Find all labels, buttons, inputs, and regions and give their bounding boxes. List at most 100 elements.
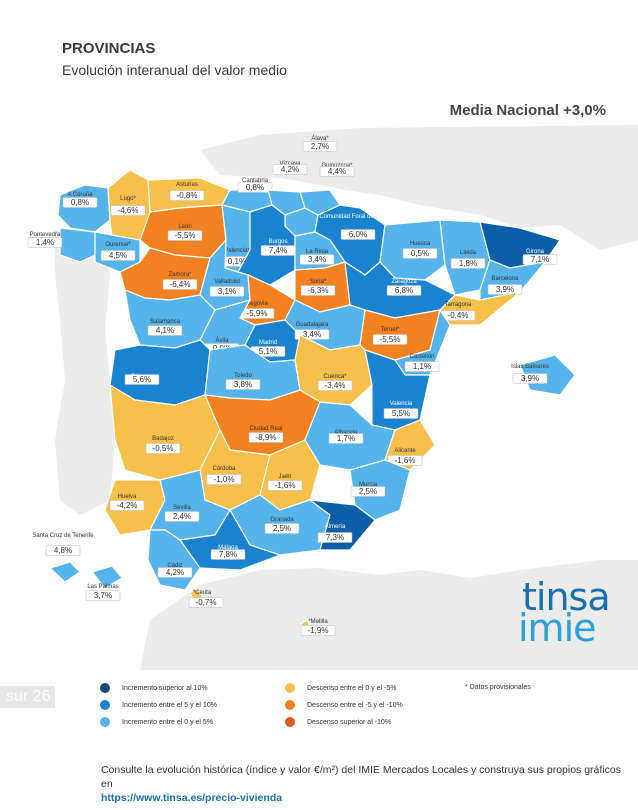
province-name-barcelona: Barcelona bbox=[491, 276, 519, 282]
province-value-box-cuenca bbox=[317, 380, 353, 391]
province-segovia: Segovia -5,9% bbox=[239, 274, 296, 326]
province-value-lleida: 1,8% bbox=[459, 259, 477, 268]
province-value-box-larioja bbox=[299, 254, 335, 265]
province-name-melilla: *Melilla bbox=[308, 619, 328, 625]
province-value-box-soria bbox=[300, 285, 336, 296]
province-value-box-acoruna bbox=[62, 197, 98, 208]
province-value-box-valencia bbox=[383, 408, 419, 419]
province-value-box-toledo bbox=[225, 379, 261, 390]
province-name-castellon: Castellón bbox=[409, 354, 434, 360]
province-shape-cuenca bbox=[294, 334, 373, 406]
province-value-soria: -6,3% bbox=[308, 286, 329, 295]
province-value-salamanca: 4,1% bbox=[156, 326, 174, 335]
province-name-huelva: Huelva bbox=[118, 494, 137, 500]
legend-swatch bbox=[100, 717, 110, 727]
legend-item-5: Descenso entre el -5 y el -10% bbox=[285, 700, 403, 710]
provisional-note: * Datos provisionales bbox=[465, 684, 531, 691]
province-name-guipuzcoa: Guipúzcoa* bbox=[321, 163, 353, 169]
province-value-box-pontevedra bbox=[27, 237, 63, 248]
province-name-murcia: Murcia bbox=[359, 482, 378, 488]
province-navarra: Comunidad Foral de Navarra 6,0% bbox=[314, 204, 397, 276]
province-value-sevilla: 2,4% bbox=[173, 512, 191, 521]
province-huelva: Huelva-4,2% bbox=[104, 479, 166, 536]
province-shape-tenerife bbox=[48, 561, 81, 583]
province-name-girona: Girona bbox=[526, 249, 545, 255]
background-land-africa bbox=[140, 560, 638, 670]
legend-item-3: Incremento entre el 0 y el 5% bbox=[100, 717, 213, 727]
province-value-box-cantabria bbox=[237, 182, 273, 193]
legend-item-2: Incremento entre el 5 y el 10% bbox=[100, 700, 217, 710]
province-value-burgos: 7,4% bbox=[269, 246, 287, 255]
province-name-baleares: Islas Baleares bbox=[511, 364, 549, 370]
legend-item-4: Descenso entre el 0 y el -5% bbox=[285, 683, 397, 693]
province-value-barcelona: 3,9% bbox=[496, 285, 514, 294]
footer-description: Consulte la evolución histórica (índice … bbox=[101, 764, 621, 790]
province-value-malaga: 7,8% bbox=[219, 550, 237, 559]
national-average: Media Nacional +3,0% bbox=[449, 102, 606, 119]
province-value-box-salamanca bbox=[147, 325, 183, 336]
legend-label: Descenso superior al -10% bbox=[307, 718, 392, 726]
province-shape-acoruna bbox=[57, 184, 111, 233]
province-name-cordoba: Córdoba bbox=[212, 466, 236, 472]
province-value-segovia: -5,9% bbox=[247, 309, 268, 318]
province-barcelona: Barcelona 3,9% bbox=[479, 259, 547, 301]
background-land-france bbox=[200, 125, 638, 250]
province-value-box-lleida bbox=[450, 258, 486, 269]
province-value-murcia: 2,5% bbox=[359, 487, 377, 496]
province-leon: León-5,5% bbox=[139, 204, 227, 259]
province-name-alicante: Alicante bbox=[394, 448, 416, 454]
province-value-box-castellon bbox=[404, 361, 440, 372]
province-value-zamora: -6,4% bbox=[170, 280, 191, 289]
legend-swatch bbox=[285, 683, 295, 693]
imie-logo: imie bbox=[518, 606, 597, 650]
province-name-ciudadreal: Ciudad Real bbox=[249, 426, 282, 432]
province-name-salamanca: Salamanca bbox=[150, 319, 181, 325]
legend-label: Incremento superior al 10% bbox=[122, 684, 208, 692]
province-value-box-lugo bbox=[110, 205, 146, 216]
province-value-box-tenerife bbox=[45, 545, 81, 556]
province-value-box-valladolid bbox=[209, 286, 245, 297]
page-tab: sur 26 bbox=[0, 686, 55, 708]
province-value-tenerife: 4,8% bbox=[54, 546, 72, 555]
province-value-zaragoza: 6,8% bbox=[395, 286, 413, 295]
province-name-pontevedra: Pontevedra bbox=[30, 232, 61, 238]
province-ciudadreal: Ciudad Real-8,9% bbox=[204, 389, 321, 456]
province-name-burgos: Burgos bbox=[268, 239, 287, 245]
province-name-lleida: Lleida bbox=[460, 250, 477, 256]
page-subtitle: Evolución interanual del valor medio bbox=[62, 62, 287, 78]
province-value-ourense: 4,5% bbox=[109, 251, 127, 260]
province-value-cuenca: -3,4% bbox=[325, 381, 346, 390]
footer-link[interactable]: https://www.tinsa.es/precio-vivienda bbox=[101, 792, 283, 804]
legend-label: Incremento entre el 5 y el 10% bbox=[122, 701, 217, 709]
province-lleida: Lleida 1,8% bbox=[439, 219, 491, 296]
province-value-box-albacete bbox=[328, 433, 364, 444]
province-name-acoruna: A Coruña bbox=[67, 192, 93, 198]
province-name-cantabria: Cantabria bbox=[242, 178, 269, 184]
province-name-vizcaya: Vizcaya bbox=[280, 161, 302, 167]
tinsa-logo: tinsa bbox=[522, 575, 611, 619]
province-value-leon: -5,5% bbox=[175, 231, 196, 240]
province-value-box-malaga bbox=[210, 549, 246, 560]
legend-swatch bbox=[100, 700, 110, 710]
province-value-guadalajara: 3,4% bbox=[303, 330, 321, 339]
province-name-segovia: Segovia bbox=[246, 301, 268, 307]
province-name-zaragoza: Zaragoza bbox=[391, 279, 417, 285]
province-value-cordoba: -1,0% bbox=[214, 475, 235, 484]
province-huesca: Huesca 0,5% bbox=[379, 219, 446, 281]
province-name-tenerife: Santa Cruz de Tenerife bbox=[32, 533, 94, 539]
province-caceres: Cáceres5,6% bbox=[109, 339, 211, 406]
province-shape-baleares bbox=[519, 354, 576, 396]
province-value-navarra: 6,0% bbox=[349, 230, 367, 239]
province-value-cadiz: 4,2% bbox=[166, 568, 184, 577]
province-value-box-vizcaya bbox=[272, 164, 308, 175]
province-value-box-ciudadreal bbox=[248, 432, 284, 443]
province-value-box-navarra bbox=[340, 229, 376, 240]
province-value-box-jaen bbox=[267, 480, 303, 491]
